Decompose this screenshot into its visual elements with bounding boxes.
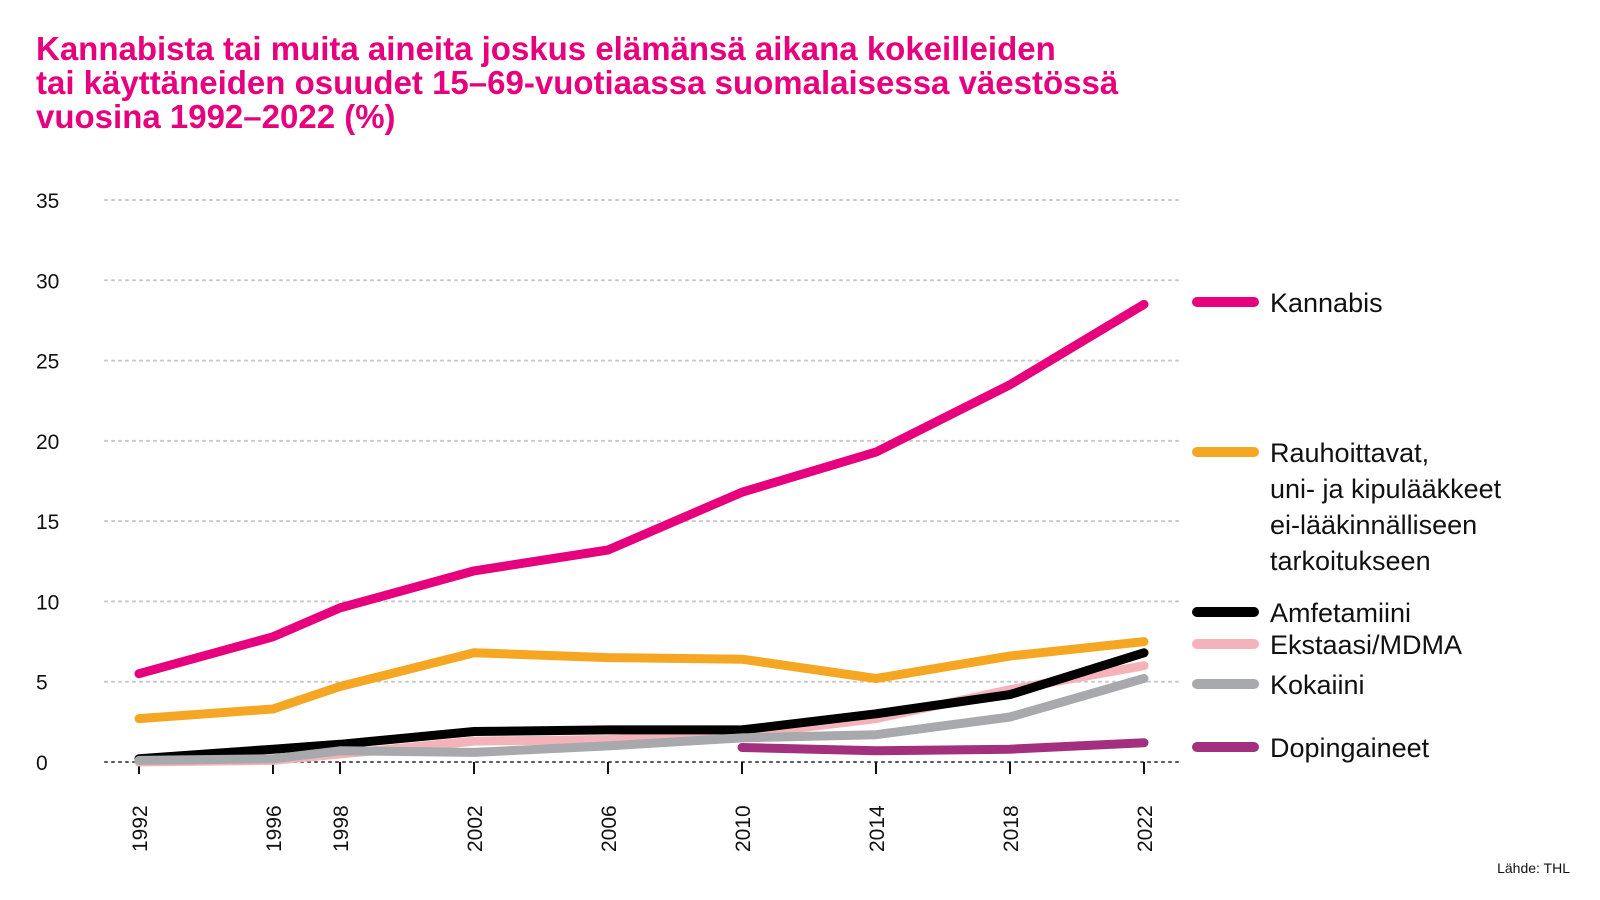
y-tick-label: 35	[36, 190, 59, 213]
chart-title-line-3: vuosina 1992–2022 (%)	[36, 98, 396, 135]
y-tick-label: 30	[36, 270, 59, 293]
series-line-amfetamiini	[134, 648, 1149, 764]
chart-title-line-2: tai käyttäneiden osuudet 15–69-vuotiaass…	[36, 64, 1119, 101]
legend-label: uni- ja kipulääkkeet	[1270, 474, 1502, 504]
x-tick-label: 2010	[732, 805, 755, 852]
series-line-rauhoittavat	[134, 637, 1149, 724]
x-tick-label: 2002	[464, 805, 487, 852]
x-tick-label: 1992	[129, 805, 152, 852]
x-tick-label: 2006	[598, 805, 621, 852]
y-tick-label: 10	[36, 591, 59, 614]
y-tick-label: 5	[36, 672, 48, 695]
x-tick-label: 1996	[263, 805, 286, 852]
x-tick-label: 2014	[866, 805, 889, 852]
series-line-kannabis	[134, 299, 1149, 679]
chart-title: Kannabista tai muita aineita joskus eläm…	[36, 32, 1536, 134]
chart-title-line-1: Kannabista tai muita aineita joskus eläm…	[36, 30, 1056, 67]
legend-label: Rauhoittavat,	[1270, 438, 1429, 468]
legend-label: Amfetamiini	[1270, 598, 1411, 628]
x-tick-label: 2018	[1000, 805, 1023, 852]
legend-label: Kokaiini	[1270, 670, 1365, 700]
y-tick-label: 25	[36, 351, 59, 374]
series-line-dopingaineet	[737, 738, 1149, 756]
y-tick-label: 15	[36, 511, 59, 534]
legend-label: Ekstaasi/MDMA	[1270, 630, 1462, 660]
y-tick-label: 0	[36, 752, 48, 775]
x-tick-label: 2022	[1134, 805, 1157, 852]
legend-label: tarkoitukseen	[1270, 546, 1431, 576]
y-tick-label: 20	[36, 431, 59, 454]
x-tick-label: 1998	[330, 805, 353, 852]
legend-label: ei-lääkinnälliseen	[1270, 510, 1477, 540]
legend-label: Kannabis	[1270, 288, 1383, 318]
series-line-kokaiini	[134, 674, 1149, 765]
legend-label: Dopingaineet	[1270, 733, 1430, 763]
source-note: Lähde: THL	[1497, 860, 1570, 876]
